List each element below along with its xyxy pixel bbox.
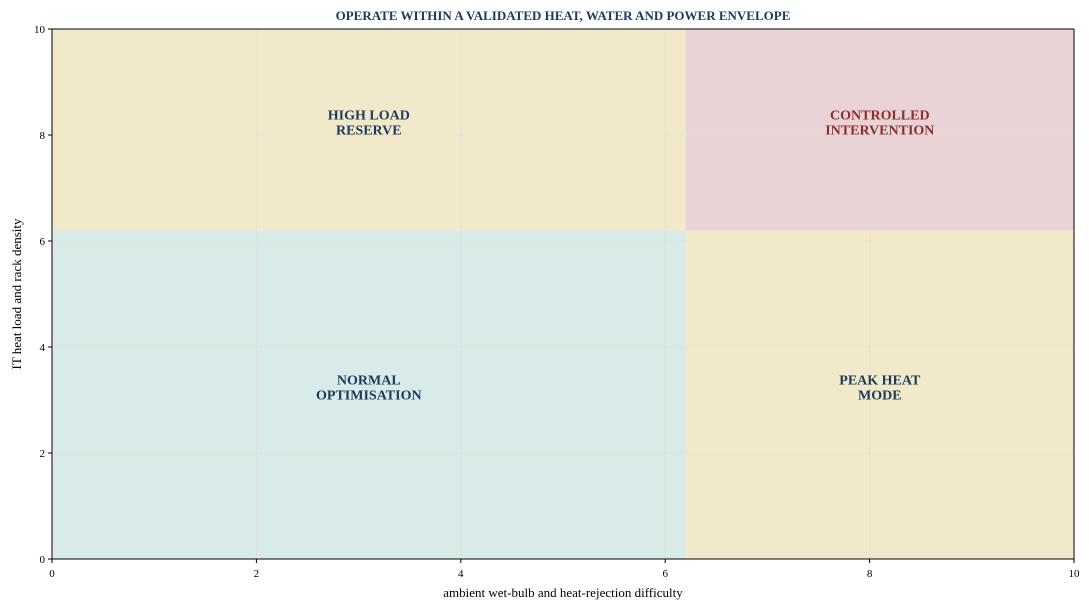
zone-label-line: PEAK HEAT bbox=[839, 374, 921, 389]
zone-label-line: CONTROLLED bbox=[830, 109, 930, 124]
x-tick-label: 2 bbox=[254, 568, 260, 580]
x-tick-label: 10 bbox=[1069, 568, 1081, 580]
zone-1 bbox=[685, 230, 1074, 559]
y-axis-ticks: 0 2 4 6 8 10 bbox=[34, 24, 52, 566]
x-tick-label: 0 bbox=[49, 568, 55, 580]
zone-label-2: HIGH LOAD RESERVE bbox=[328, 109, 410, 139]
y-tick-label: 10 bbox=[34, 24, 46, 36]
y-tick-label: 8 bbox=[40, 130, 46, 142]
y-tick-label: 2 bbox=[40, 448, 46, 460]
plot-frame bbox=[51, 28, 1075, 560]
zone-label-0: NORMAL OPTIMISATION bbox=[316, 374, 422, 404]
y-tick-label: 6 bbox=[40, 236, 46, 248]
zone-label-1: PEAK HEAT MODE bbox=[839, 374, 921, 404]
zone-label-line: HIGH LOAD bbox=[328, 109, 410, 124]
chart-title: OPERATE WITHIN A VALIDATED HEAT, WATER A… bbox=[336, 8, 791, 23]
zone-3 bbox=[685, 29, 1074, 231]
x-axis-ticks: 0 2 4 6 8 10 bbox=[49, 559, 1080, 580]
zone-labels-layer: NORMAL OPTIMISATION PEAK HEAT MODE HIGH LOAD… bbox=[316, 109, 934, 404]
x-axis-label: ambient wet-bulb and heat-rejection diff… bbox=[443, 585, 683, 600]
zone-label-3: CONTROLLED INTERVENTION bbox=[825, 109, 934, 139]
zone-label-line: NORMAL bbox=[337, 374, 401, 389]
zone-0 bbox=[52, 230, 686, 559]
x-tick-label: 8 bbox=[867, 568, 873, 580]
y-axis-label: IT heat load and rack density bbox=[9, 218, 24, 370]
zone-label-line: RESERVE bbox=[336, 124, 402, 139]
zone-label-line: MODE bbox=[858, 389, 902, 404]
x-tick-label: 6 bbox=[662, 568, 668, 580]
zone-2 bbox=[52, 29, 686, 231]
zone-label-line: INTERVENTION bbox=[825, 124, 934, 139]
y-tick-label: 0 bbox=[40, 554, 46, 566]
x-tick-label: 4 bbox=[458, 568, 464, 580]
grid-layer bbox=[52, 29, 1074, 559]
y-tick-label: 4 bbox=[40, 342, 46, 354]
zones-layer bbox=[52, 29, 1074, 559]
zone-label-line: OPTIMISATION bbox=[316, 389, 422, 404]
